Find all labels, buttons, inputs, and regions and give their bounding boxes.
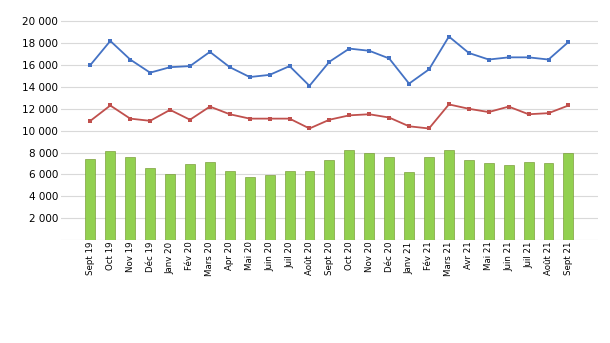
Bar <box>165 175 175 240</box>
Bar <box>444 150 454 240</box>
Bar <box>504 165 514 240</box>
Bar <box>85 159 95 240</box>
Bar <box>344 150 354 240</box>
Bar <box>125 157 135 240</box>
Bar <box>404 172 414 240</box>
Bar <box>145 168 155 240</box>
Bar <box>564 153 573 240</box>
Bar <box>225 171 235 240</box>
Bar <box>544 163 553 240</box>
Bar <box>205 162 215 240</box>
Bar <box>285 170 295 240</box>
Bar <box>384 157 394 240</box>
Bar <box>484 164 493 240</box>
Bar <box>325 159 334 240</box>
Bar <box>106 152 115 240</box>
Bar <box>265 175 274 240</box>
Bar <box>523 162 534 240</box>
Bar <box>304 170 315 240</box>
Bar <box>185 164 195 240</box>
Bar <box>245 177 255 240</box>
Bar <box>424 157 434 240</box>
Bar <box>364 153 374 240</box>
Bar <box>464 159 474 240</box>
